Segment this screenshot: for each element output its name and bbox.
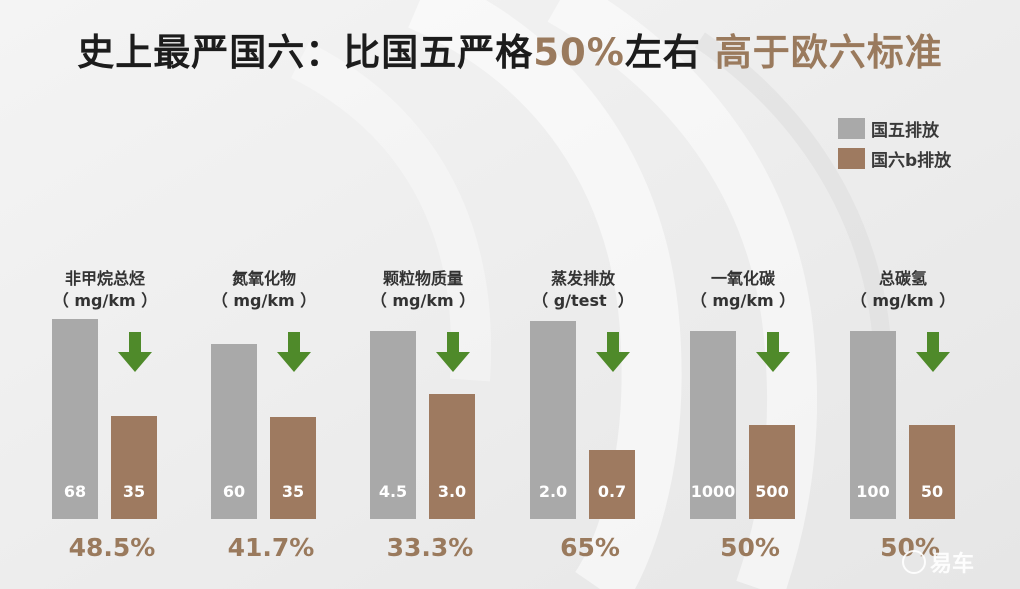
bar-guo5	[370, 331, 416, 519]
category-name: 一氧化碳	[710, 269, 775, 288]
reduction-percent: 48.5%	[68, 533, 156, 562]
title-part2: 左右	[624, 31, 715, 74]
bar-guo5	[690, 331, 736, 519]
watermark-text: 易车	[930, 552, 975, 577]
down-arrow-icon	[436, 332, 470, 372]
category-name: 颗粒物质量	[382, 269, 463, 288]
down-arrow-icon	[756, 332, 790, 372]
reduction-percent: 33.3%	[386, 533, 474, 562]
bar-value-label-guo6b: 0.7	[597, 482, 627, 501]
down-arrow-icon	[118, 332, 152, 372]
bar-value-label-guo5: 100	[856, 482, 890, 501]
bar-guo6b	[111, 416, 157, 519]
category-unit: （ mg/km ）	[850, 291, 956, 310]
legend-item-guo6b: 国六b排放	[838, 147, 952, 171]
category-name: 总碳氢	[878, 269, 927, 288]
bar-value-label-guo5: 4.5	[378, 482, 408, 501]
reduction-percent: 50%	[720, 533, 780, 562]
category-unit: （ mg/km ）	[211, 291, 317, 310]
down-arrow-icon	[277, 332, 311, 372]
category-unit: （ g/test ）	[532, 291, 634, 310]
reduction-percent: 41.7%	[227, 533, 315, 562]
watermark-logo-icon	[902, 550, 926, 574]
bar-value-label-guo5: 60	[222, 482, 246, 501]
down-arrow-icon	[596, 332, 630, 372]
bar-value-label-guo5: 2.0	[538, 482, 568, 501]
bar-guo6b	[749, 425, 795, 519]
bar-guo6b	[909, 425, 955, 519]
legend-swatch-guo6b	[838, 147, 865, 169]
bar-value-label-guo6b: 35	[281, 482, 305, 501]
title-highlight-percent: 50%	[533, 31, 625, 74]
bar-guo5	[211, 344, 257, 519]
legend-swatch-guo5	[838, 117, 865, 139]
legend-item-guo5: 国五排放	[838, 117, 939, 141]
bar-guo6b	[429, 394, 475, 519]
category-name: 氮氧化物	[231, 269, 296, 288]
bar-value-label-guo6b: 50	[920, 482, 944, 501]
bar-guo6b	[270, 417, 316, 519]
page-title: 史上最严国六：比国五严格50%左右 高于欧六标准	[0, 22, 1020, 76]
watermark: 易车	[902, 546, 974, 578]
bar-guo5	[850, 331, 896, 519]
category-unit: （ mg/km ）	[690, 291, 796, 310]
legend-label-guo6b: 国六b排放	[871, 150, 952, 171]
category-name: 非甲烷总烃	[64, 269, 145, 288]
bar-value-label-guo6b: 500	[755, 482, 789, 501]
bar-guo5	[530, 321, 576, 519]
down-arrow-icon	[916, 332, 950, 372]
title-part1: 史上最严国六：比国五严格	[77, 31, 534, 74]
legend-label-guo5: 国五排放	[871, 120, 939, 141]
bar-guo6b	[589, 450, 635, 519]
reduction-percent: 65%	[560, 533, 620, 562]
bar-guo5	[52, 319, 98, 519]
bar-value-label-guo6b: 3.0	[437, 482, 467, 501]
category-unit: （ mg/km ）	[52, 291, 158, 310]
category-name: 蒸发排放	[550, 269, 615, 288]
bar-value-label-guo6b: 35	[122, 482, 146, 501]
bar-value-label-guo5: 1000	[690, 482, 736, 501]
bar-value-label-guo5: 68	[63, 482, 87, 501]
category-unit: （ mg/km ）	[370, 291, 476, 310]
title-highlight-euro6: 高于欧六标准	[714, 31, 943, 74]
